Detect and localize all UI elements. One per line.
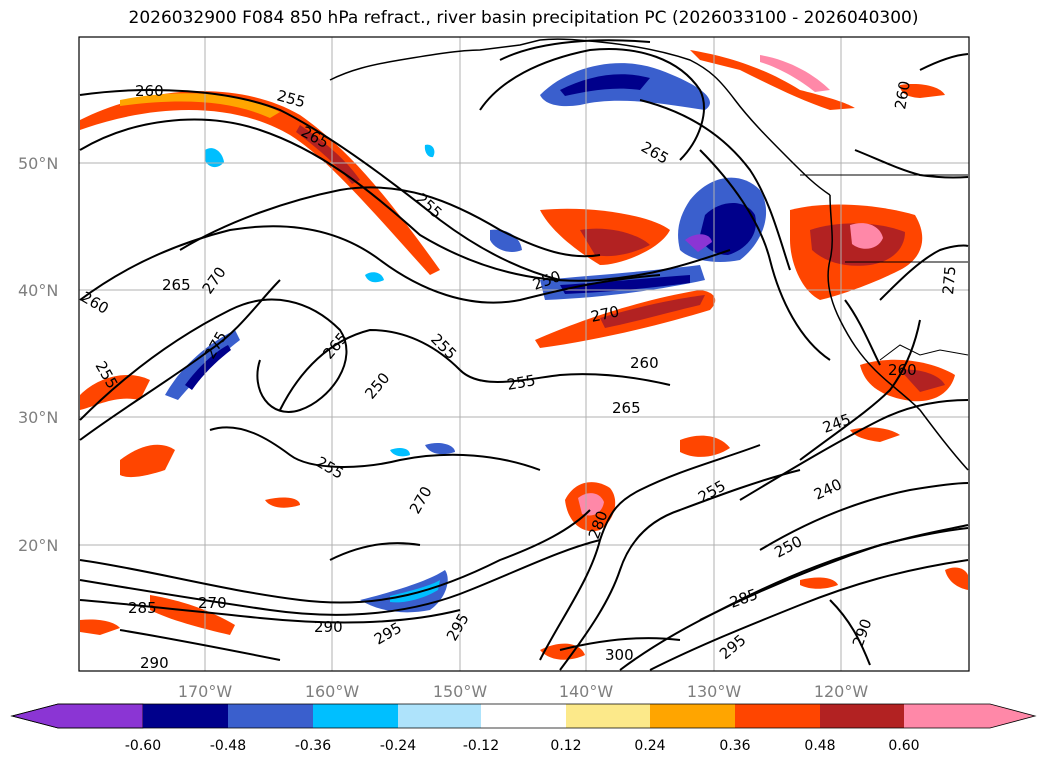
colorbar-segment: [398, 704, 481, 728]
contour-label: 260: [630, 354, 659, 372]
refractivity-contours: [79, 39, 969, 671]
colorbar-tick: 0.60: [888, 738, 919, 754]
colorbar-segment: [10, 703, 144, 729]
colorbar-tick: -0.12: [463, 738, 499, 754]
contour-label: 255: [506, 371, 537, 394]
colorbar-segment: [904, 704, 1035, 728]
longitude-labels: 170°W 160°W 150°W 140°W 130°W 120°W: [178, 682, 869, 701]
map-frame: [78, 36, 970, 672]
lat-label: 30°N: [18, 408, 58, 427]
colorbar-tick: 0.12: [550, 738, 581, 754]
colorbar-segment: [566, 704, 650, 728]
contour-label: 260: [888, 361, 917, 379]
colorbar-segment: [650, 704, 735, 728]
map-area: [79, 37, 969, 671]
contour-label: 290: [140, 654, 169, 672]
colorbar-segment: [143, 704, 228, 728]
contour-label: 260: [891, 79, 914, 110]
lat-label: 40°N: [18, 281, 58, 300]
colorbar-tick: 0.36: [719, 738, 750, 754]
lon-label: 120°W: [814, 682, 869, 701]
colorbar-segment: [735, 704, 820, 728]
lon-label: 140°W: [559, 682, 614, 701]
colorbar-tick: -0.36: [295, 738, 331, 754]
lat-label: 20°N: [18, 536, 58, 555]
lon-label: 160°W: [305, 682, 360, 701]
map-title: 2026032900 F084 850 hPa refract., river …: [128, 8, 919, 28]
lon-label: 130°W: [687, 682, 742, 701]
contour-label: 260: [135, 82, 164, 100]
coastlines: [329, 38, 969, 471]
contour-label: 265: [162, 276, 191, 294]
colorbar-tick: -0.60: [125, 738, 161, 754]
contour-label: 270: [589, 302, 621, 326]
lat-label: 50°N: [18, 154, 58, 173]
colorbar-tick: 0.24: [634, 738, 665, 754]
colorbar: -0.60 -0.48 -0.36 -0.24 -0.12 0.12 0.24 …: [10, 703, 1037, 754]
contour-label: 265: [612, 399, 641, 417]
contour-label: 285: [128, 599, 157, 617]
graticule: [79, 37, 969, 671]
colorbar-tick: -0.24: [380, 738, 416, 754]
latitude-labels: 50°N 40°N 30°N 20°N: [18, 154, 58, 555]
colorbar-tick: -0.48: [210, 738, 246, 754]
contour-label: 275: [939, 265, 959, 295]
colorbar-tick: 0.48: [804, 738, 835, 754]
colorbar-segment: [481, 704, 566, 728]
contour-label: 270: [198, 594, 227, 612]
colorbar-segment: [228, 704, 313, 728]
colorbar-segment: [313, 704, 398, 728]
lon-label: 150°W: [433, 682, 488, 701]
contour-label: 300: [605, 646, 634, 664]
contour-label: 290: [314, 618, 343, 636]
precip-shading: [80, 50, 968, 660]
colorbar-outline: [10, 703, 1037, 729]
colorbar-segment: [820, 704, 904, 728]
lon-label: 170°W: [178, 682, 233, 701]
